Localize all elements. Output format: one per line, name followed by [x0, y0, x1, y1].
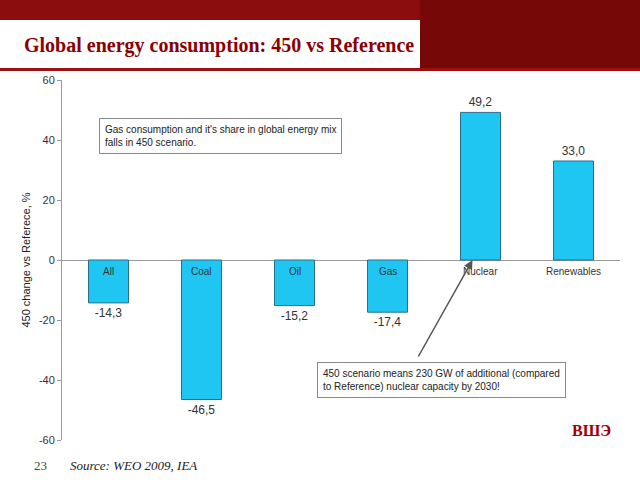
svg-text:40: 40 — [43, 134, 55, 146]
svg-text:-15,2: -15,2 — [281, 309, 309, 323]
svg-text:49,2: 49,2 — [469, 95, 493, 109]
svg-text:20: 20 — [43, 194, 55, 206]
html-text:23: 23 — [34, 458, 47, 473]
svg-text:-60: -60 — [39, 434, 55, 446]
svg-text:Nuclear: Nuclear — [463, 266, 498, 277]
svg-text:0: 0 — [49, 254, 55, 266]
svg-text:33,0: 33,0 — [562, 144, 586, 158]
svg-text:-14,3: -14,3 — [95, 306, 123, 320]
svg-text:450 change vs Referece, %: 450 change vs Referece, % — [20, 192, 32, 327]
html-text:Global energy consumption: 450: Global energy consumption: 450 vs Refere… — [24, 34, 415, 56]
svg-text:Renewables: Renewables — [546, 266, 601, 277]
svg-text:All: All — [103, 266, 114, 277]
svg-text:-17,4: -17,4 — [374, 315, 402, 329]
svg-text:Gas: Gas — [379, 266, 397, 277]
svg-text:Oil: Oil — [289, 266, 301, 277]
svg-text:-46,5: -46,5 — [188, 403, 216, 417]
svg-text:60: 60 — [43, 74, 55, 86]
html-text:ВШЭ: ВШЭ — [572, 422, 612, 439]
svg-text:Coal: Coal — [191, 266, 212, 277]
svg-text:-20: -20 — [39, 314, 55, 326]
html-text:Source: WEO 2009, IEA: Source: WEO 2009, IEA — [70, 458, 198, 473]
svg-text:Gas consumption and it's share: Gas consumption and it's share in global… — [105, 124, 336, 148]
svg-text:450 scenario means 230 GW of a: 450 scenario means 230 GW of additional … — [323, 368, 560, 392]
svg-text:-40: -40 — [39, 374, 55, 386]
